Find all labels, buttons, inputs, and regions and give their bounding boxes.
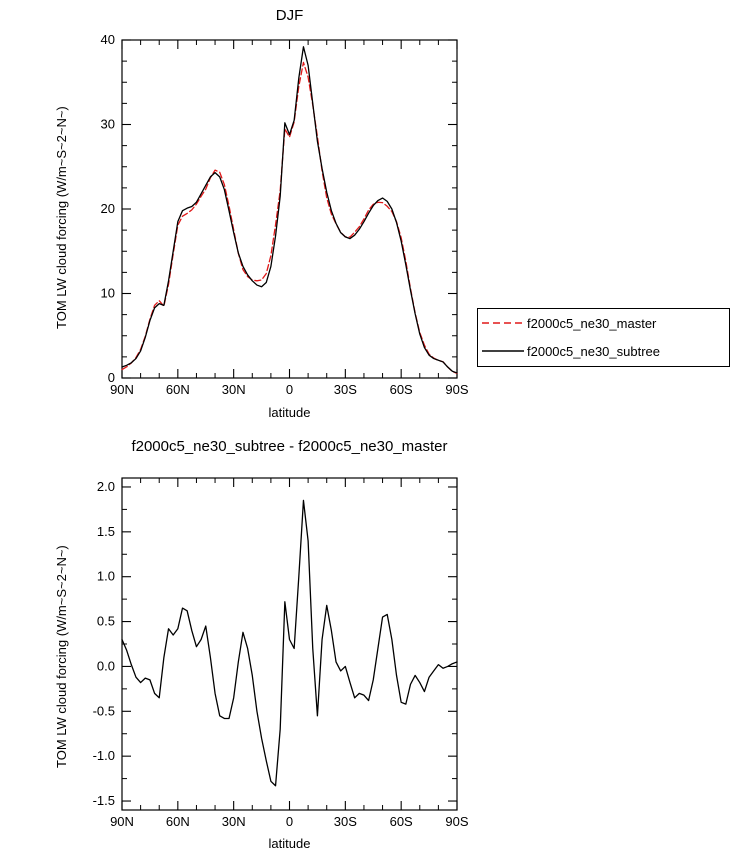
svg-text:60S: 60S (390, 382, 413, 397)
legend-item-master: f2000c5_ne30_master (478, 309, 729, 337)
svg-text:0: 0 (108, 370, 115, 385)
svg-text:2.0: 2.0 (97, 479, 115, 494)
bottom-y-axis-label: TOM LW cloud forcing (W/m~S~2~N~) (54, 545, 69, 768)
svg-text:0.0: 0.0 (97, 658, 115, 673)
svg-text:10: 10 (101, 286, 115, 301)
svg-text:20: 20 (101, 201, 115, 216)
legend-label-master: f2000c5_ne30_master (527, 315, 657, 331)
bottom-chart-title: f2000c5_ne30_subtree - f2000c5_ne30_mast… (131, 438, 448, 455)
svg-text:1.5: 1.5 (97, 524, 115, 539)
top-x-axis-label: latitude (268, 405, 311, 420)
svg-text:60S: 60S (390, 814, 413, 829)
svg-text:40: 40 (101, 32, 115, 47)
svg-text:60N: 60N (166, 382, 190, 397)
top-chart-title: DJF (275, 7, 304, 24)
svg-text:90S: 90S (445, 814, 468, 829)
bottom-x-axis-label: latitude (268, 836, 311, 851)
bottom-plot-svg: 90N 60N 30N 0 30S 60S 90S -1.5 -1.0 -0.5 0.0 0.5 1.0… (93, 477, 469, 829)
svg-text:0: 0 (286, 382, 293, 397)
legend-item-subtree: f2000c5_ne30_subtree (478, 337, 729, 365)
svg-text:30: 30 (101, 117, 115, 132)
svg-text:30N: 30N (222, 382, 246, 397)
svg-text:30N: 30N (222, 814, 246, 829)
svg-text:-1.0: -1.0 (93, 748, 115, 763)
top-plot-svg: 90N 60N 30N 0 30S 60S 90S 0 10 20 30 40 (101, 32, 469, 397)
svg-text:60N: 60N (166, 814, 190, 829)
svg-text:90N: 90N (110, 814, 134, 829)
svg-text:30S: 30S (334, 814, 357, 829)
legend-line-subtree-icon (482, 347, 524, 355)
legend-box: f2000c5_ne30_master f2000c5_ne30_subtree (477, 308, 730, 367)
svg-text:0.5: 0.5 (97, 614, 115, 629)
legend-line-master-icon (482, 319, 524, 327)
svg-text:0: 0 (286, 814, 293, 829)
svg-text:90N: 90N (110, 382, 134, 397)
svg-text:1.0: 1.0 (97, 569, 115, 584)
svg-text:90S: 90S (445, 382, 468, 397)
svg-text:-1.5: -1.5 (93, 793, 115, 808)
top-y-axis-label: TOM LW cloud forcing (W/m~S~2~N~) (54, 106, 69, 329)
svg-text:-0.5: -0.5 (93, 703, 115, 718)
svg-text:30S: 30S (334, 382, 357, 397)
legend-label-subtree: f2000c5_ne30_subtree (527, 343, 661, 359)
